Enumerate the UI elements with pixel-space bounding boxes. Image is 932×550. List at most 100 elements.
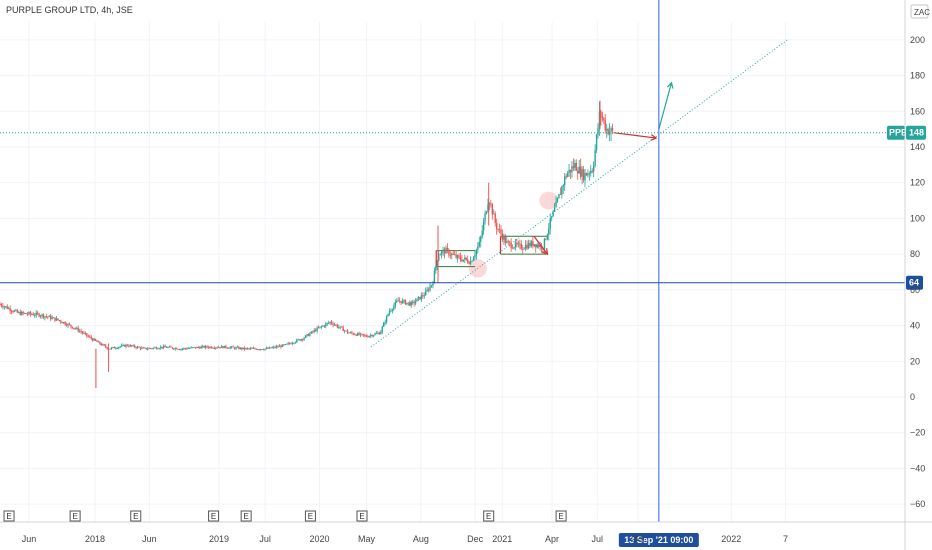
- earnings-marker[interactable]: E: [356, 510, 368, 522]
- candle: [565, 173, 567, 180]
- candle-body: [375, 333, 378, 335]
- candle-body: [123, 344, 126, 347]
- candle-body: [501, 234, 504, 240]
- candle-body: [462, 259, 465, 262]
- last-price-badge[interactable]: PPE 148: [887, 125, 926, 140]
- candle: [517, 240, 520, 248]
- candle-body: [145, 347, 147, 350]
- candle: [339, 326, 341, 330]
- candle-body: [267, 348, 269, 349]
- candle-body: [523, 248, 525, 250]
- candle-body: [378, 332, 381, 335]
- candle-body: [510, 242, 512, 248]
- candle-body: [416, 298, 418, 302]
- candle: [28, 311, 30, 316]
- candle-body: [587, 173, 589, 176]
- candle: [193, 347, 195, 349]
- candle: [432, 280, 434, 289]
- candle-body: [152, 347, 155, 349]
- candle: [229, 345, 231, 350]
- candle: [264, 348, 266, 351]
- earnings-marker[interactable]: E: [304, 510, 316, 522]
- candle-body: [504, 236, 507, 243]
- candle-body: [128, 345, 130, 347]
- candle: [174, 347, 176, 351]
- candle: [346, 329, 349, 335]
- candle: [425, 287, 427, 296]
- earnings-box: [240, 510, 252, 522]
- candle-body: [491, 204, 494, 215]
- earnings-label: E: [359, 512, 364, 521]
- candle-body: [139, 347, 142, 349]
- candle-body: [126, 344, 129, 346]
- candle: [202, 344, 204, 349]
- time-badge-text: 13 Sep '21 09:00: [624, 535, 693, 545]
- candle-body: [585, 173, 588, 176]
- earnings-marker[interactable]: E: [208, 510, 220, 522]
- candle-body: [100, 343, 103, 346]
- candle-body: [391, 309, 394, 311]
- candle: [409, 300, 411, 307]
- candle: [3, 305, 6, 310]
- candle-body: [3, 306, 6, 308]
- candle: [74, 327, 76, 330]
- earnings-marker[interactable]: E: [555, 510, 567, 522]
- currency-button[interactable]: ZAC: [910, 4, 930, 19]
- candle-body: [199, 347, 201, 349]
- candle-body: [258, 349, 260, 351]
- candle: [275, 344, 278, 349]
- candle-body: [274, 346, 276, 348]
- candle-body: [529, 243, 531, 247]
- currency-label: ZAC: [914, 8, 930, 17]
- candle-body: [160, 346, 162, 349]
- candle: [131, 345, 133, 348]
- candle-body: [116, 348, 118, 349]
- candle-body: [68, 323, 71, 325]
- candle-body: [316, 327, 318, 332]
- candle-body: [91, 338, 94, 341]
- candle: [200, 345, 202, 349]
- candle-body: [398, 300, 401, 302]
- candle: [455, 250, 457, 260]
- candle-body: [365, 335, 368, 337]
- candle: [333, 322, 336, 327]
- candle: [456, 254, 459, 263]
- candle: [436, 260, 438, 270]
- candle-body: [394, 302, 397, 306]
- earnings-marker[interactable]: E: [130, 510, 142, 522]
- candle-body: [155, 347, 158, 349]
- candle: [58, 319, 61, 322]
- candle: [291, 341, 294, 346]
- candle-body: [246, 348, 249, 350]
- candle-body: [385, 316, 388, 323]
- candle-body: [569, 169, 572, 173]
- earnings-marker[interactable]: E: [483, 510, 495, 522]
- candle: [364, 333, 366, 338]
- candle-body: [579, 166, 582, 177]
- earnings-marker[interactable]: E: [240, 510, 252, 522]
- candle-body: [84, 332, 87, 334]
- candle: [157, 347, 159, 350]
- candle: [562, 183, 564, 194]
- y-tick-label: −40: [910, 463, 925, 473]
- candle-body: [322, 325, 324, 327]
- candle: [167, 346, 169, 349]
- candle: [170, 345, 172, 348]
- price-badge-bg: [906, 125, 926, 140]
- candle: [261, 349, 263, 350]
- chart-title: PURPLE GROUP LTD, 4h, JSE: [6, 5, 133, 15]
- earnings-marker[interactable]: E: [3, 510, 15, 522]
- candle-body: [187, 348, 189, 350]
- candle-body: [327, 322, 330, 324]
- candle-body: [459, 256, 462, 260]
- candle-body: [314, 330, 317, 332]
- earnings-marker[interactable]: E: [69, 510, 81, 522]
- candle: [259, 348, 262, 351]
- candle-body: [165, 347, 168, 348]
- candle: [109, 348, 111, 350]
- candle: [468, 260, 470, 265]
- candle: [246, 347, 249, 350]
- box-arrow-shaft: [533, 235, 549, 255]
- candle: [0, 302, 1, 305]
